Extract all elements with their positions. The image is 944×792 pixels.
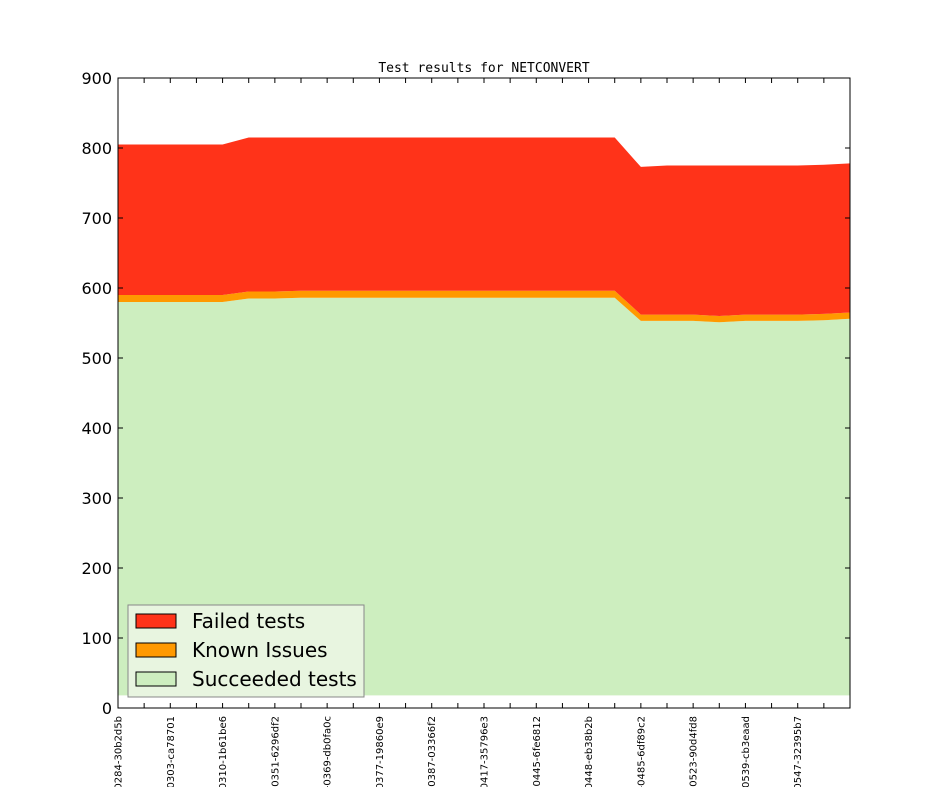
- legend-label: Succeeded tests: [192, 667, 357, 691]
- legend-label: Failed tests: [192, 609, 305, 633]
- y-tick-label: 400: [81, 419, 112, 438]
- y-tick-label: 800: [81, 139, 112, 158]
- y-axis: 0 100 200 300 400 500 600 700 800 900: [81, 69, 850, 718]
- x-tick-label: 0377-19860e9: [375, 716, 386, 787]
- y-tick-label: 100: [81, 629, 112, 648]
- y-tick-label: 900: [81, 69, 112, 88]
- x-tick-label: 0284-30b2d5b: [114, 716, 125, 787]
- y-tick-label: 0: [102, 699, 112, 718]
- y-tick-label: 200: [81, 559, 112, 578]
- y-tick-label: 500: [81, 349, 112, 368]
- area-known-issues: [118, 290, 850, 323]
- x-tick-label: 0539-cb3eaad: [741, 716, 752, 787]
- area-failed-tests: [118, 137, 850, 316]
- legend-label: Known Issues: [192, 638, 328, 662]
- x-tick-label: -0351-6296df2: [270, 716, 281, 787]
- legend-swatch: [135, 671, 177, 687]
- y-tick-label: 300: [81, 489, 112, 508]
- x-tick-label: 0387-03366f2: [427, 716, 438, 787]
- y-tick-label: 700: [81, 209, 112, 228]
- x-tick-label: 0310-1b61be6: [218, 716, 229, 787]
- chart-title: Test results for NETCONVERT: [378, 61, 589, 76]
- x-tick-label: 0303-ca78701: [166, 716, 177, 787]
- x-tick-label: 0547-32395b7: [793, 716, 804, 787]
- legend-swatch: [135, 642, 177, 658]
- x-tick-label: 0448-eb38b2b: [584, 716, 595, 787]
- x-tick-label: -0523-90d4fd8: [689, 716, 700, 787]
- legend-swatch: [135, 613, 177, 629]
- x-tick-label: -0369-db0fa0c: [323, 716, 334, 787]
- x-tick-label: 0445-6fe6812: [532, 716, 543, 787]
- legend: Failed tests Known Issues Succeeded tests: [127, 604, 365, 698]
- area-series-group: [118, 137, 850, 696]
- y-tick-label: 600: [81, 279, 112, 298]
- area-succeeded-tests: [118, 297, 850, 696]
- x-tick-label: 0417-35796e3: [480, 716, 491, 787]
- x-tick-label: -0485-6df89c2: [636, 716, 647, 787]
- x-axis: 0284-30b2d5b 0303-ca78701 0310-1b61be6 -035…: [114, 78, 851, 790]
